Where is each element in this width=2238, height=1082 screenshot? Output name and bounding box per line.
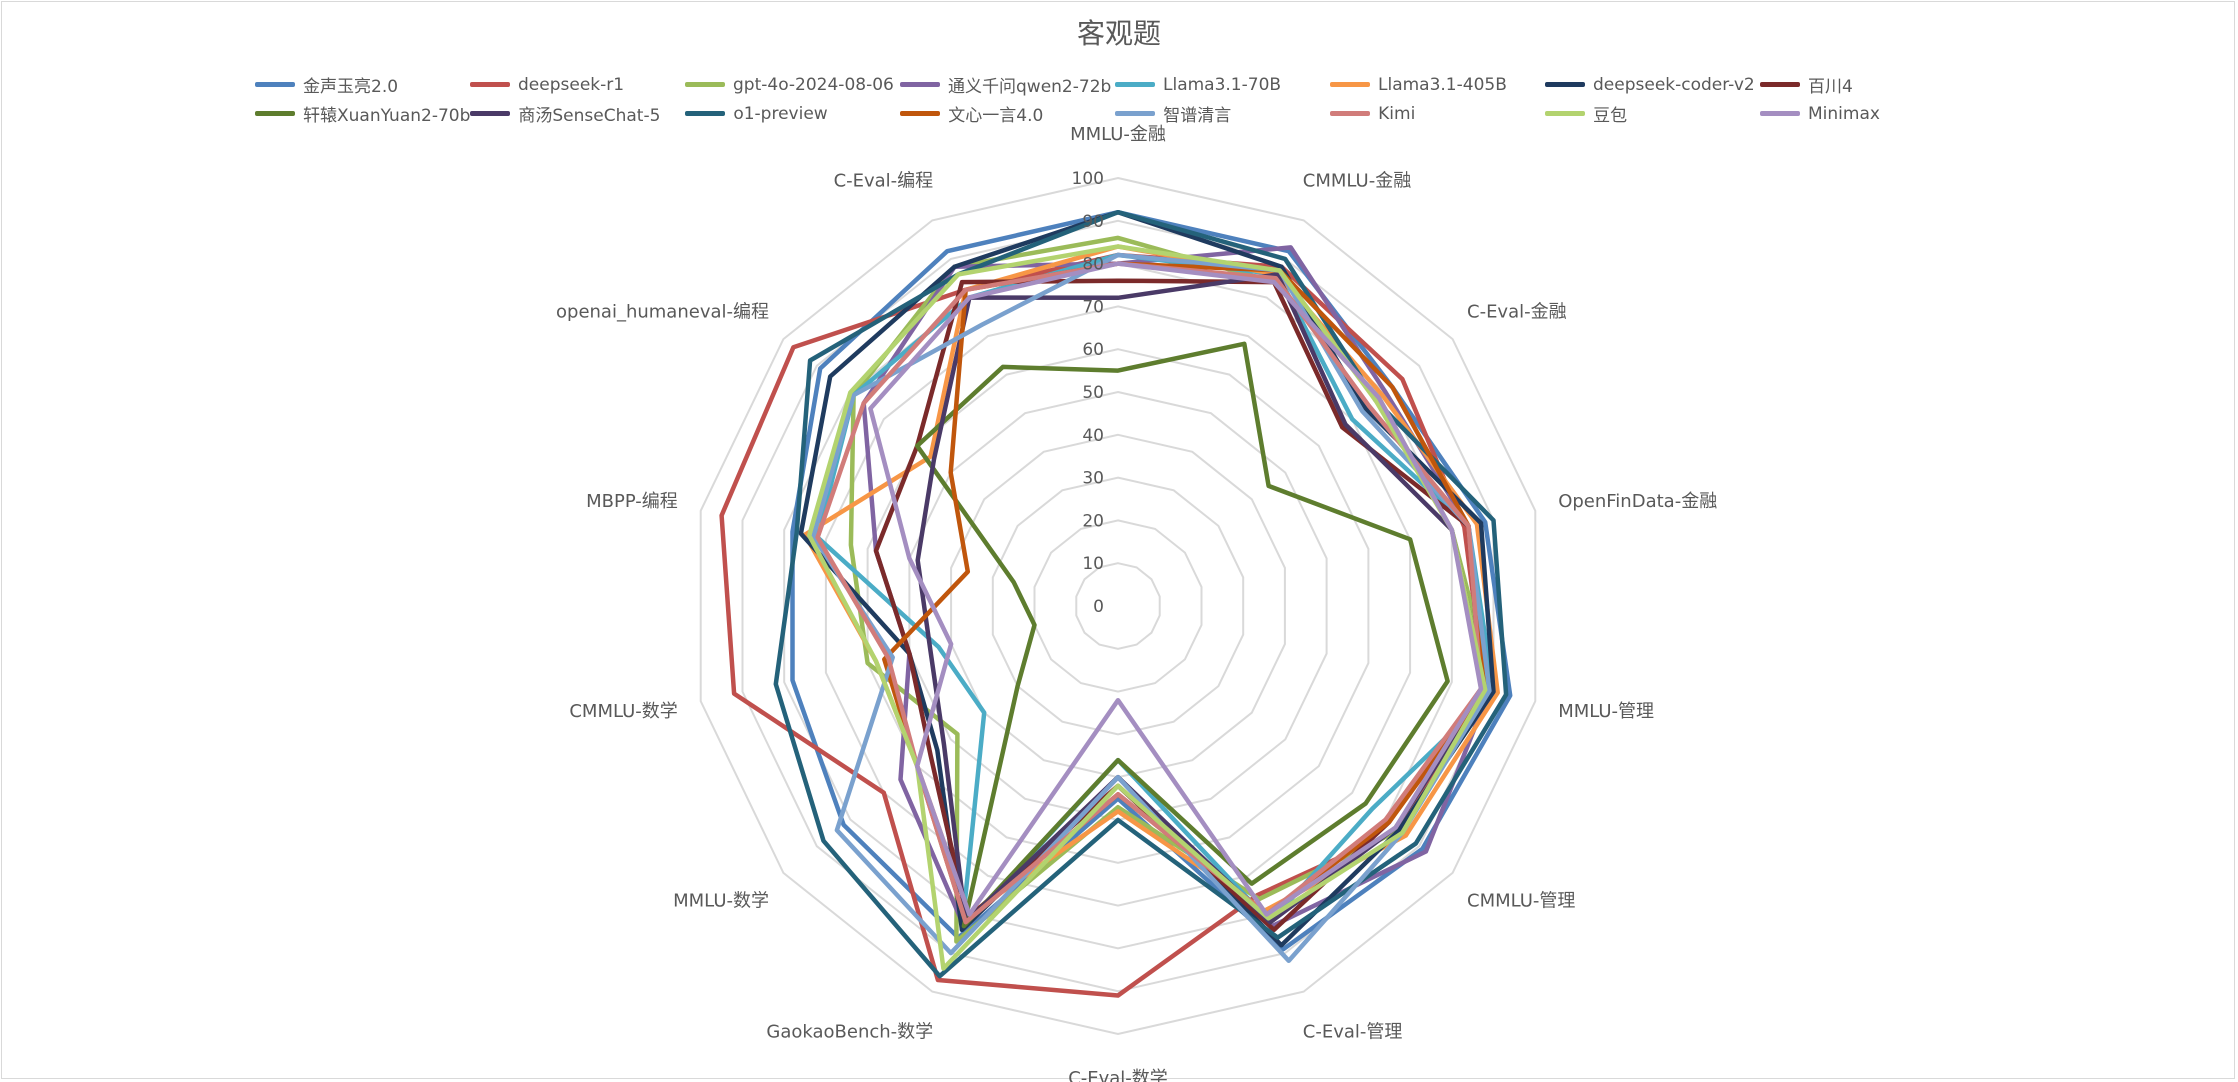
legend-swatch: [1115, 82, 1155, 87]
legend-item: 智谱清言: [1115, 101, 1330, 126]
chart-legend: 金声玉亮2.0 deepseek-r1 gpt-4o-2024-08-06 通义千问q…: [255, 70, 1975, 128]
grid-ring: [1033, 519, 1203, 693]
tick-label: 50: [1082, 383, 1104, 403]
legend-swatch: [685, 82, 725, 87]
legend-item: gpt-4o-2024-08-06: [685, 75, 900, 95]
grid-ring: [741, 219, 1495, 993]
legend-item: 文心一言4.0: [900, 101, 1115, 126]
legend-item: 金声玉亮2.0: [255, 72, 470, 97]
legend-swatch: [470, 111, 511, 116]
chart-title: 客观题: [1076, 17, 1161, 50]
legend-swatch: [1545, 111, 1586, 116]
category-label: MBPP-编程: [586, 491, 678, 512]
series-line-14: [806, 244, 1488, 971]
category-label: C-Eval-管理: [1303, 1021, 1403, 1042]
tick-label: 100: [1072, 169, 1104, 189]
legend-swatch: [255, 82, 295, 87]
legend-item: 商汤SenseChat-5: [470, 101, 685, 126]
category-label: OpenFinData-金融: [1558, 491, 1717, 512]
legend-label: 豆包: [1593, 106, 1628, 126]
legend-label: 智谱清言: [1163, 106, 1232, 126]
tick-label: 90: [1082, 212, 1104, 232]
legend-label: deepseek-coder-v2: [1593, 74, 1755, 95]
category-label: openai_humaneval-编程: [556, 302, 769, 323]
legend-label: Minimax: [1808, 103, 1880, 124]
category-label: MMLU-金融: [1070, 124, 1166, 145]
legend-swatch: [1760, 82, 1800, 87]
legend-item: o1-preview: [685, 104, 900, 124]
grid-ring: [783, 262, 1453, 950]
legend-swatch: [900, 82, 940, 87]
legend-item: Llama3.1-405B: [1330, 75, 1545, 95]
legend-swatch: [470, 82, 510, 87]
legend-label: gpt-4o-2024-08-06: [733, 74, 894, 95]
category-label: C-Eval-数学: [1068, 1068, 1168, 1082]
series-line-8: [914, 341, 1450, 929]
category-label: C-Eval-编程: [834, 171, 934, 192]
tick-label: 20: [1082, 511, 1104, 531]
legend-item: Llama3.1-70B: [1115, 75, 1330, 95]
radar-series: [719, 209, 1513, 998]
legend-row: 金声玉亮2.0 deepseek-r1 gpt-4o-2024-08-06 通义千问q…: [255, 70, 1975, 99]
series-line-12: [811, 252, 1492, 964]
legend-label: Llama3.1-70B: [1163, 74, 1282, 95]
legend-item: Kimi: [1330, 104, 1545, 124]
tick-label: 40: [1082, 426, 1104, 446]
grid-ring: [1075, 562, 1161, 650]
legend-label: 通义千问qwen2-72b: [948, 77, 1112, 97]
legend-label: 文心一言4.0: [948, 106, 1044, 126]
legend-swatch: [1330, 111, 1371, 116]
tick-label: 30: [1082, 469, 1104, 489]
category-label: C-Eval-金融: [1467, 302, 1567, 323]
legend-item: 百川4: [1760, 72, 1975, 97]
series-line-1: [719, 252, 1488, 998]
grid-ring: [824, 305, 1412, 907]
category-label: CMMLU-数学: [569, 701, 677, 722]
grid-ring: [991, 476, 1245, 736]
category-label: GaokaoBench-数学: [766, 1021, 933, 1042]
legend-item: Minimax: [1760, 104, 1975, 124]
tick-label: 80: [1082, 255, 1104, 275]
category-label: MMLU-管理: [1558, 701, 1654, 722]
category-label: MMLU-数学: [673, 890, 769, 911]
legend-label: 金声玉亮2.0: [303, 77, 399, 97]
tick-label: 0: [1093, 597, 1104, 617]
legend-swatch: [1760, 111, 1801, 116]
legend-label: Llama3.1-405B: [1378, 74, 1507, 95]
series-line-15: [868, 261, 1484, 917]
legend-row: 轩辕XuanYuan2-70b 商汤SenseChat-5 o1-preview 文心…: [255, 99, 1975, 128]
legend-label: deepseek-r1: [518, 74, 625, 95]
legend-swatch: [900, 111, 941, 116]
category-labels: MMLU-金融 CMMLU-金融 C-Eval-金融 OpenFinData-金融 MM…: [556, 124, 1717, 1082]
series-line-10: [773, 209, 1509, 979]
legend-label: o1-preview: [733, 103, 828, 124]
radar-grid: [699, 176, 1537, 1036]
legend-swatch: [1330, 82, 1370, 87]
legend-swatch: [1115, 111, 1156, 116]
legend-item: deepseek-r1: [470, 75, 685, 95]
grid-ring: [950, 433, 1286, 779]
legend-swatch: [255, 111, 295, 116]
radial-axis-ticks: 0 10 20 30 40 50 60 70 80 90 100: [1072, 169, 1104, 617]
category-label: CMMLU-管理: [1467, 890, 1575, 911]
category-label: CMMLU-金融: [1303, 171, 1411, 192]
legend-label: 百川4: [1808, 77, 1853, 97]
tick-label: 60: [1082, 340, 1104, 360]
tick-label: 70: [1082, 297, 1104, 317]
tick-label: 10: [1082, 554, 1104, 574]
legend-label: 轩辕XuanYuan2-70b: [303, 106, 471, 126]
grid-ring: [866, 348, 1370, 864]
legend-swatch: [1545, 82, 1585, 87]
legend-label: Kimi: [1378, 103, 1416, 124]
legend-item: 轩辕XuanYuan2-70b: [255, 101, 470, 126]
legend-item: 豆包: [1545, 101, 1760, 126]
legend-item: deepseek-coder-v2: [1545, 75, 1760, 95]
grid-ring: [699, 176, 1537, 1036]
legend-item: 通义千问qwen2-72b: [900, 72, 1115, 97]
legend-swatch: [685, 111, 726, 116]
legend-label: 商汤SenseChat-5: [518, 106, 661, 126]
